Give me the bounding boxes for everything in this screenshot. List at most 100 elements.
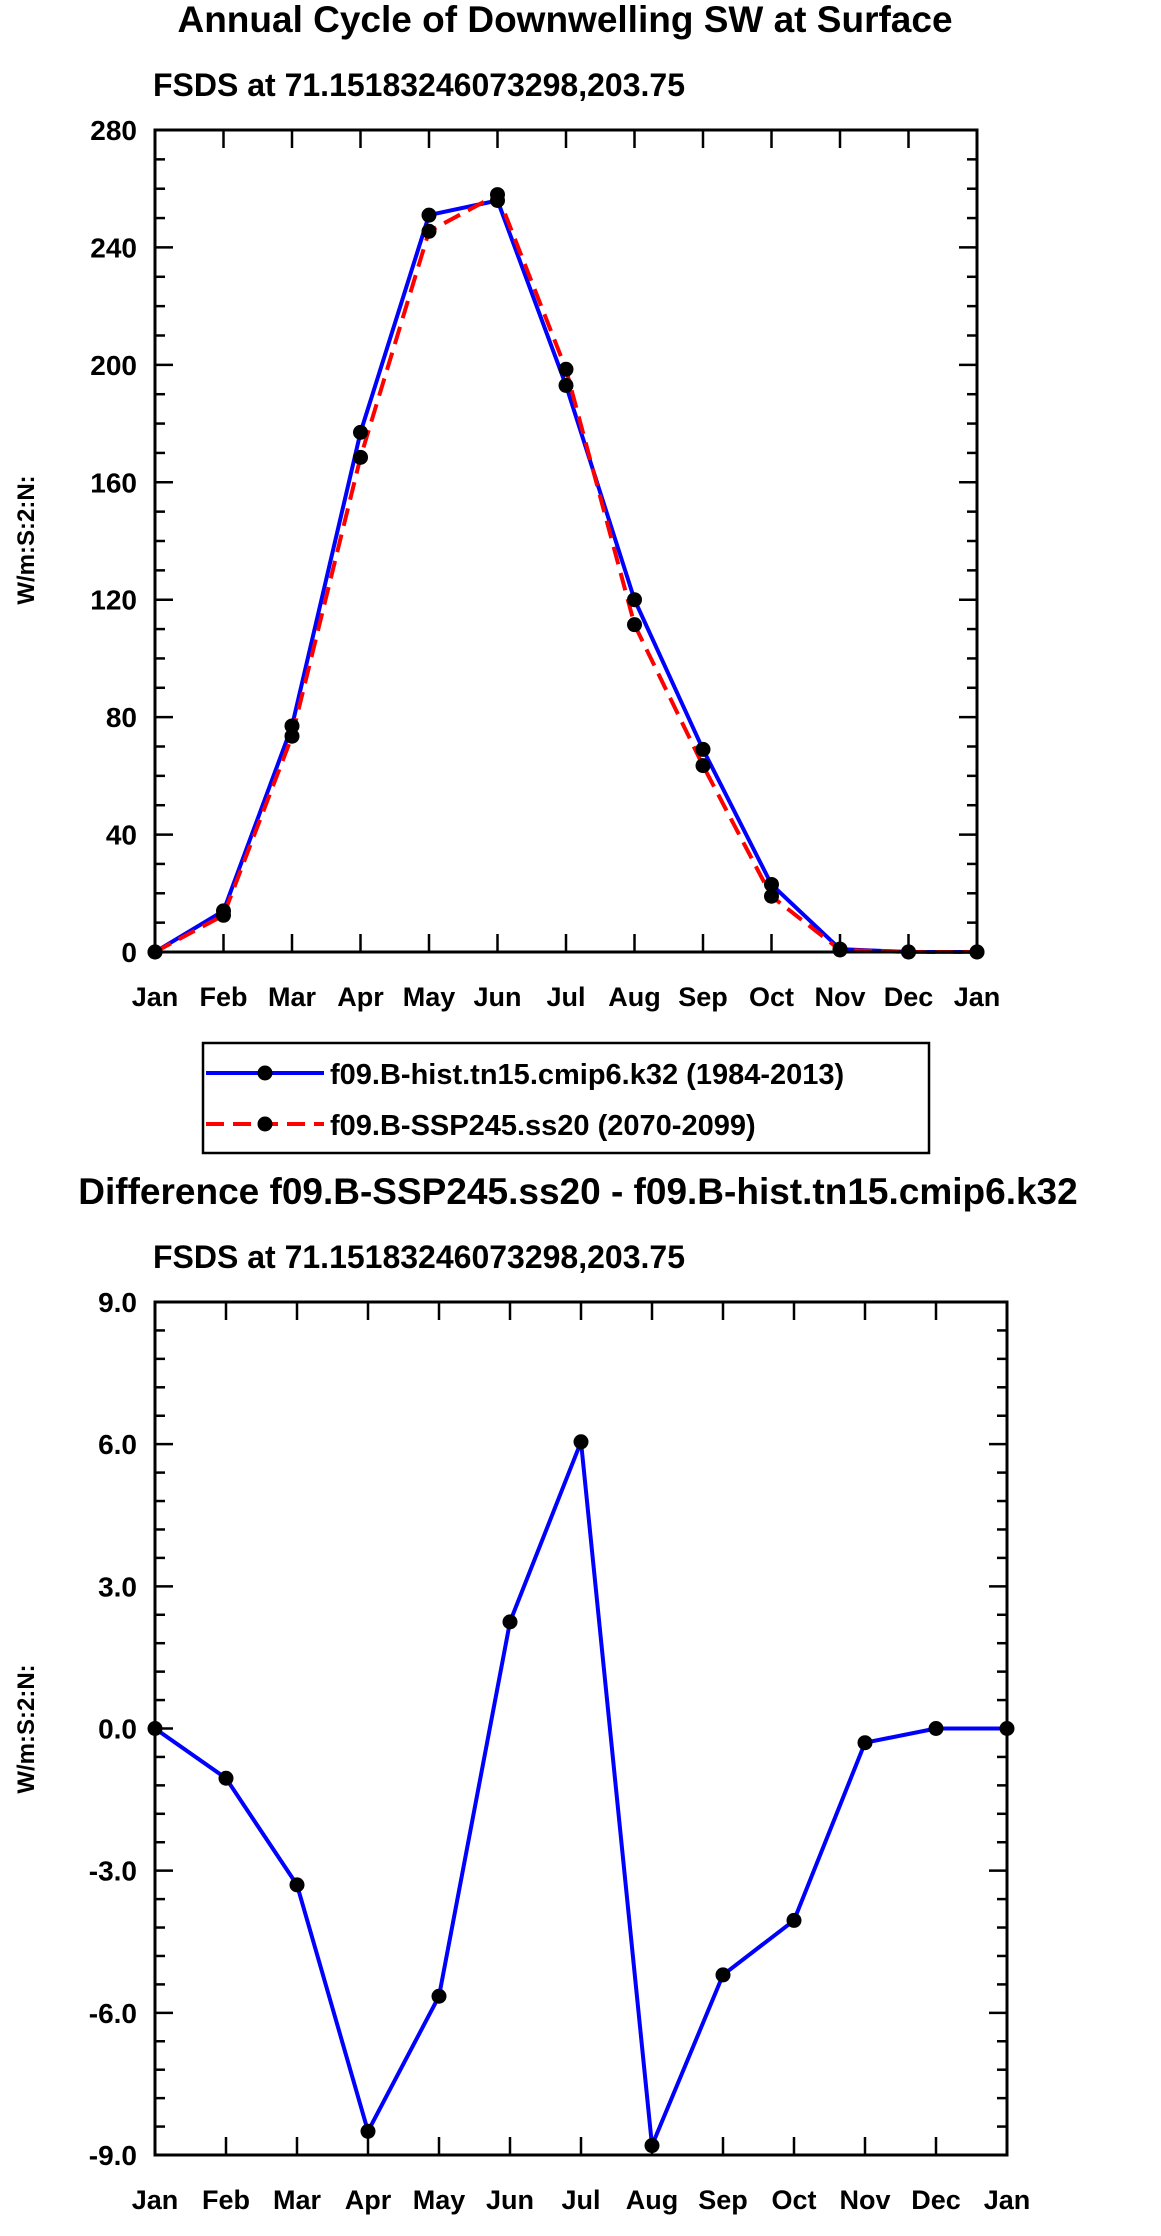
x-tick-label: Oct [749,982,794,1012]
x-tick-label: Nov [814,982,865,1012]
y-tick-label: 80 [106,702,137,733]
legend-box [201,1041,931,1155]
x-tick-label: Jun [473,982,521,1012]
x-tick-label: Feb [199,982,247,1012]
y-axis-label: W/m:S:2:N: [13,1664,40,1793]
x-tick-labels: Jan Feb Mar Apr May Jun Jul Aug Sep Oct Nov Dec Jan [132,2185,1031,2215]
chart-subtitle: FSDS at 71.15183246073298,203.75 [153,67,685,103]
y-tick-labels: -9.0 -6.0 -3.0 0.0 3.0 6.0 9.0 [89,1287,137,2171]
x-tick-label: Sep [698,2185,748,2215]
data-point-s0-5 [502,1614,518,1630]
legend-marker-ssp [257,1116,273,1132]
data-point-s0-9 [764,876,779,892]
x-tick-label: Apr [345,2185,392,2215]
x-tick-label: May [403,982,456,1012]
x-tick-label: Aug [608,982,660,1012]
legend-label-ssp: f09.B-SSP245.ss20 (2070-2099) [330,1110,756,1142]
data-point-s1-3 [353,449,368,465]
legend-label-hist: f09.B-hist.tn15.cmip6.k32 (1984-2013) [330,1059,844,1091]
data-point-s0-6 [573,1434,589,1450]
data-point-s0-4 [421,207,437,223]
data-point-s1-2 [284,728,300,744]
y-tick-label: -9.0 [89,2140,137,2171]
x-tick-label: Jun [486,2185,534,2215]
series-line-0 [153,1439,1007,2148]
x-tick-label: Feb [202,2185,250,2215]
x-tick-label: Sep [678,982,728,1012]
data-point-s1-4 [421,223,437,239]
chart-title: Difference f09.B-SSP245.ss20 - f09.B-his… [78,1171,1077,1212]
data-point-s0-8 [695,741,711,757]
plot-frame [153,1300,1009,2157]
y-tick-label: 200 [90,350,137,381]
data-point-s0-7 [644,2138,660,2154]
y-tick-label: 280 [90,115,137,146]
data-point-s0-9 [786,1912,802,1928]
y-tick-label: 160 [90,467,137,498]
x-tick-label: Oct [771,2185,816,2215]
y-tick-labels: 0 40 80 120 160 200 240 280 [90,115,137,968]
series-lines [153,1439,1007,2148]
y-tick-label: 9.0 [98,1287,137,1318]
legend: f09.B-hist.tn15.cmip6.k32 (1984-2013) f0… [201,1041,931,1155]
x-tick-label: Mar [268,982,317,1012]
data-point-s0-2 [289,1877,305,1893]
x-tick-label: Aug [626,2185,678,2215]
y-tick-label: 120 [90,585,137,616]
y-tick-label: 6.0 [98,1429,137,1460]
data-point-s0-10 [857,1735,873,1751]
x-tick-label: Mar [273,2185,322,2215]
data-point-s1-1 [216,907,231,923]
x-tick-label: Dec [911,2185,961,2215]
data-point-s0-4 [431,1988,447,2004]
data-point-s0-1 [218,1770,234,1786]
y-tick-label: 3.0 [98,1571,137,1602]
x-tick-labels: Jan Feb Mar Apr May Jun Jul Aug Sep Oct Nov Dec Jan [132,982,1001,1012]
data-point-s0-6 [558,377,574,393]
data-point-s1-7 [627,617,642,633]
y-tick-label: 40 [106,820,137,851]
x-tick-label: Nov [839,2185,890,2215]
data-point-s0-3 [360,2123,376,2139]
chart-subtitle: FSDS at 71.15183246073298,203.75 [153,1239,685,1275]
y-tick-label: 0.0 [98,1714,137,1745]
series-points [147,187,985,960]
data-point-s0-2 [284,718,300,734]
x-tick-label: Jan [954,982,1001,1012]
y-tick-label: -3.0 [89,1856,137,1887]
plot-frame [153,128,979,954]
series-lines [153,192,977,954]
tick-marks [153,1300,1009,2157]
data-point-s0-8 [715,1967,731,1983]
legend-marker-hist [257,1065,273,1081]
data-point-s0-3 [353,424,368,440]
data-point-s0-11 [928,1721,944,1736]
y-tick-label: -6.0 [89,1998,137,2029]
difference-chart: Difference f09.B-SSP245.ss20 - f09.B-his… [13,1171,1078,2215]
x-tick-label: Dec [884,982,934,1012]
x-tick-label: Jan [132,982,179,1012]
data-point-s1-10 [832,942,848,958]
x-tick-label: Jan [132,2185,179,2215]
series-points [147,1434,1015,2154]
series-line-1 [154,192,977,954]
data-point-s1-5 [490,187,505,203]
y-axis-label: W/m:S:2:N: [13,475,40,604]
data-point-s0-7 [627,592,642,608]
chart-title: Annual Cycle of Downwelling SW at Surfac… [177,0,952,40]
x-tick-label: May [413,2185,466,2215]
x-tick-label: Apr [337,982,384,1012]
data-point-s1-8 [695,758,711,774]
data-point-s1-6 [558,361,574,377]
x-tick-label: Jan [984,2185,1031,2215]
x-tick-label: Jul [561,2185,600,2215]
series-line-0 [153,198,977,954]
x-tick-label: Jul [546,982,585,1012]
y-tick-label: 240 [90,232,137,263]
annual-cycle-chart: Annual Cycle of Downwelling SW at Surfac… [13,0,1000,1012]
y-tick-label: 0 [121,937,137,968]
data-point-s1-9 [764,888,779,904]
tick-marks [153,128,979,954]
